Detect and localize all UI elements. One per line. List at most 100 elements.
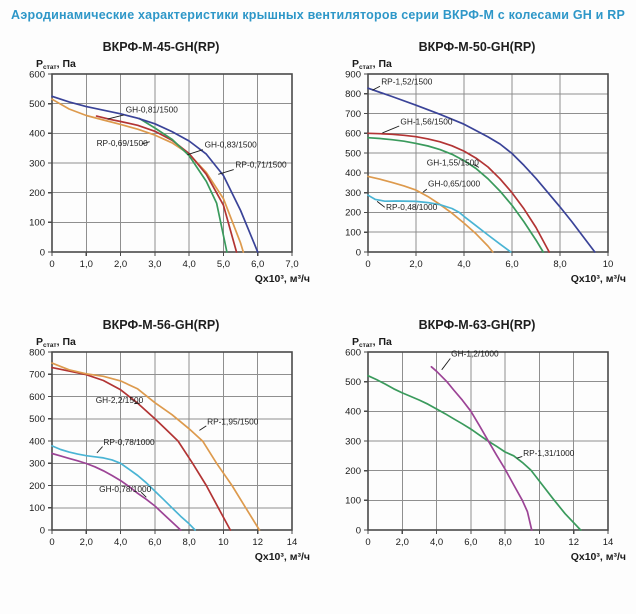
- x-tick-label: 0: [365, 537, 370, 548]
- x-tick-label: 6,0: [464, 537, 477, 548]
- y-tick-label: 400: [29, 436, 45, 447]
- curve-label: GH-1,56/1500: [400, 116, 453, 126]
- y-tick-label: 400: [29, 129, 45, 140]
- y-tick-label: 200: [29, 188, 45, 199]
- y-tick-label: 0: [356, 525, 361, 536]
- y-tick-label: 0: [40, 247, 45, 258]
- plot-border: [367, 73, 609, 253]
- x-tick-label: 7,0: [285, 259, 298, 270]
- chart-title-vkrf-m-50: ВКРФ-М-50-GH(RP): [418, 40, 536, 54]
- y-axis-unit-label: Pстат, Па: [352, 58, 392, 71]
- curve-label-leader: [140, 491, 147, 498]
- x-axis-unit-label: Qx10³, м³/ч: [571, 551, 626, 563]
- tick-labels: 0 2,0 4,0 6,0 8,0 100100200300400500600700800…: [345, 69, 613, 270]
- x-tick-label: 6,0: [148, 537, 161, 548]
- x-tick-label: 8,0: [499, 537, 512, 548]
- fan-curve-GH-0,78/1000: [51, 452, 182, 531]
- chart-title-vkrf-m-56: ВКРФ-М-56-GH(RP): [102, 318, 220, 332]
- y-tick-label: 100: [345, 228, 361, 239]
- y-tick-label: 300: [345, 436, 361, 447]
- chart-title-vkrf-m-63: ВКРФ-М-63-GH(RP): [418, 318, 536, 332]
- curve-label: GH-0,78/1000: [99, 484, 152, 494]
- tick-labels: 0 1,0 2,0 3,0 4,0 5,0 6,0 7,0 0 100 200 300 400 500 60…: [29, 69, 298, 270]
- x-tick-label: 2,0: [396, 537, 409, 548]
- x-tick-label: 6,0: [505, 259, 518, 270]
- y-tick-label: 200: [345, 208, 361, 219]
- fan-curve-GH-2,2/1500: [51, 366, 232, 531]
- fan-curve-RP-1,95/1500: [51, 362, 261, 531]
- x-tick-label: 4,0: [183, 259, 196, 270]
- y-tick-label: 600: [345, 129, 361, 140]
- x-tick-label: 1,0: [80, 259, 93, 270]
- y-axis-unit-label: Pстат, Па: [36, 58, 76, 71]
- x-tick-label: 0: [49, 259, 54, 270]
- gridlines: [51, 73, 293, 253]
- y-tick-label: 100: [345, 496, 361, 507]
- page-title: Аэродинамические характеристики крышных …: [11, 8, 625, 22]
- curve-label: RP-0,48/1000: [386, 202, 438, 212]
- curve-label: GH-0,83/1500: [205, 140, 258, 150]
- curve-label: RP-0,71/1500: [235, 159, 287, 169]
- y-tick-label: 0: [40, 525, 45, 536]
- x-tick-label: 5,0: [217, 259, 230, 270]
- curve-label-leader: [376, 201, 386, 208]
- y-tick-label: 400: [345, 407, 361, 418]
- y-tick-label: 800: [345, 89, 361, 100]
- x-tick-label: 14: [287, 537, 298, 548]
- chart-canvas-vkrf-m-63: 0 2,0 4,0 6,0 8,0 10 12 14 0 100 200 300 400 500 600Pс…: [345, 336, 626, 563]
- y-tick-label: 600: [345, 347, 361, 358]
- y-tick-label: 500: [29, 99, 45, 110]
- curve-label-leader: [422, 188, 428, 193]
- x-tick-label: 8,0: [553, 259, 566, 270]
- chart-canvas-vkrf-m-45: 0 1,0 2,0 3,0 4,0 5,0 6,0 7,0 0 100 200 300 400 500 60…: [29, 58, 310, 285]
- y-tick-label: 200: [345, 466, 361, 477]
- curve-label-leader: [516, 455, 523, 459]
- x-tick-label: 4,0: [430, 537, 443, 548]
- x-tick-label: 12: [568, 537, 579, 548]
- curve-label: GH-0,65/1000: [428, 178, 481, 188]
- tick-labels: 0 2,0 4,0 6,0 8,0 10 12 14 0 100 200 300 400 500 600: [345, 347, 613, 548]
- fan-curve-GH-1,2/1000: [430, 365, 533, 531]
- fan-curve-RP-1,31/1000: [367, 374, 582, 531]
- curve-label: RP-1,31/1000: [523, 448, 575, 458]
- x-tick-label: 2,0: [409, 259, 422, 270]
- chart-block-vkrf-m-45: ВКРФ-М-45-GH(RP) 0 1,0 2,0 3,0 4,0 5,0 6,0 7,0 0…: [8, 40, 314, 294]
- tick-marks: [48, 351, 293, 534]
- x-tick-label: 10: [603, 259, 614, 270]
- curve-label-leader: [199, 425, 207, 431]
- curve-label: GH-1,55/1500: [427, 157, 480, 167]
- y-axis-unit-label: Pстат, Па: [36, 336, 76, 349]
- fan-curve-RP-0,69/1500: [51, 98, 245, 253]
- x-tick-label: 14: [603, 537, 614, 548]
- x-tick-label: 4,0: [114, 537, 127, 548]
- fan-curve-RP-0,48/1000: [367, 194, 512, 253]
- y-tick-label: 500: [345, 377, 361, 388]
- curve-label-leader: [382, 125, 400, 134]
- y-tick-label: 600: [29, 392, 45, 403]
- x-tick-label: 0: [365, 259, 370, 270]
- fan-curve-GH-0,65/1000: [367, 175, 494, 253]
- curve-label-leader: [473, 164, 480, 168]
- x-tick-label: 6,0: [251, 259, 264, 270]
- y-tick-label: 0: [356, 247, 361, 258]
- curve-label: RP-0,78/1000: [103, 437, 155, 447]
- x-tick-label: 2,0: [114, 259, 127, 270]
- fan-curve-RP-0,78/1000: [51, 445, 196, 531]
- curve-label: GH-0,81/1500: [126, 105, 179, 115]
- fan-curve-GH-1,55/1500: [367, 136, 545, 253]
- y-tick-label: 300: [29, 459, 45, 470]
- x-tick-label: 2,0: [80, 537, 93, 548]
- curve-label-leader: [107, 114, 125, 120]
- x-tick-label: 4,0: [457, 259, 470, 270]
- tick-marks: [364, 351, 609, 534]
- y-tick-label: 300: [29, 158, 45, 169]
- fan-curve-GH-0,83/1500: [138, 117, 228, 253]
- x-axis-unit-label: Qx10³, м³/ч: [571, 273, 626, 285]
- y-tick-label: 600: [29, 69, 45, 80]
- y-tick-label: 800: [29, 347, 45, 358]
- y-tick-label: 500: [345, 148, 361, 159]
- chart-block-vkrf-m-50: ВКРФ-М-50-GH(RP) 0 2,0 4,0 6,0 8,0 10 0 100 200 3…: [324, 40, 630, 294]
- x-axis-unit-label: Qx10³, м³/ч: [255, 551, 310, 563]
- curve-label: RP-0,69/1500: [97, 138, 149, 148]
